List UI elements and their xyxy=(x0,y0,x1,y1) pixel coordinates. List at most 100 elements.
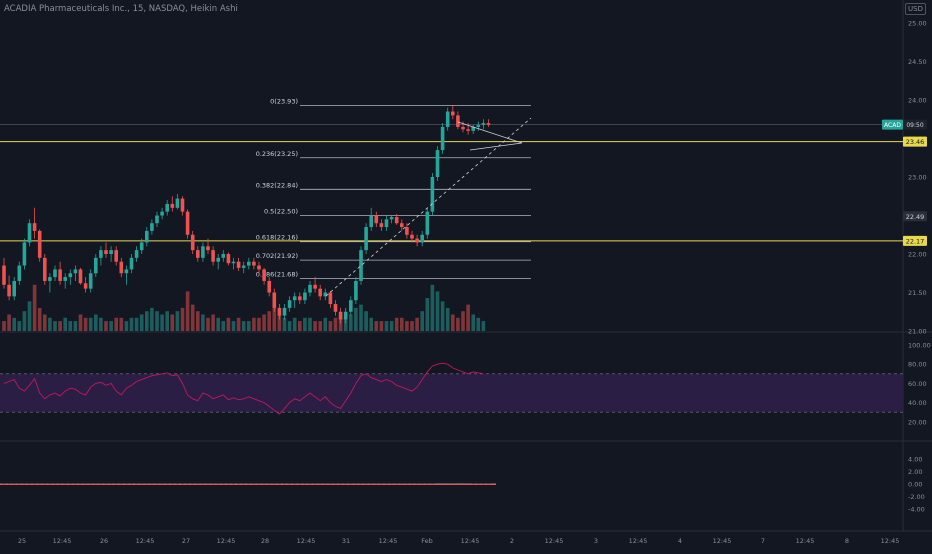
candle-body xyxy=(282,307,287,316)
candle-body xyxy=(461,126,465,130)
candle-body xyxy=(196,250,200,258)
macd-histogram-bar xyxy=(288,483,292,485)
fibonacci-retracement[interactable]: 0(23.93) 0.236(23.25) 0.382(22.84) 0.5(22.5… xyxy=(256,97,531,280)
candle-body xyxy=(466,129,470,131)
volume-bar xyxy=(303,317,307,331)
volume-bar xyxy=(277,314,282,331)
volume-bar xyxy=(287,321,292,331)
time-tick-label: 28 xyxy=(261,537,269,545)
candle-body xyxy=(150,223,154,231)
macd-histogram-bar xyxy=(53,483,57,485)
volume-bar xyxy=(175,311,180,331)
macd-histogram-bar xyxy=(262,483,266,485)
volume-bar xyxy=(359,304,363,331)
candle-body xyxy=(104,250,108,254)
price-tick-label: 23.00 xyxy=(908,174,927,182)
volume-bar xyxy=(267,311,271,331)
trend-drawings[interactable] xyxy=(325,117,532,297)
time-tick-label: 12:45 xyxy=(136,537,155,545)
macd-histogram-bar xyxy=(277,483,281,485)
macd-histogram-bar xyxy=(63,483,67,485)
macd-histogram-bar xyxy=(201,483,205,485)
time-axis[interactable]: 25 12:45 26 12:45 27 12:45 28 12:45 31 12:45 Feb 12… xyxy=(18,537,900,545)
candle-body xyxy=(7,284,11,297)
macd-histogram-bar xyxy=(410,483,414,485)
macd-histogram-bar xyxy=(318,483,322,485)
level-price-badge xyxy=(903,136,927,147)
volume-bar xyxy=(252,317,256,331)
volume-bar xyxy=(63,317,67,331)
time-tick-label: 12:45 xyxy=(461,537,480,545)
macd-histogram-bar xyxy=(2,483,6,485)
fib-level-label: 0.786(21.68) xyxy=(256,271,298,279)
volume-bar xyxy=(150,307,154,331)
volume-bar xyxy=(53,321,57,331)
time-tick-label: Feb xyxy=(421,537,433,545)
level-price-badge-text: 22.17 xyxy=(906,237,925,245)
candle-body xyxy=(389,217,394,220)
volume-bar xyxy=(445,307,450,331)
candles xyxy=(2,105,491,324)
horizontal-levels[interactable] xyxy=(0,124,903,242)
price-tick-label: 22.00 xyxy=(908,251,927,259)
currency-label[interactable]: USD xyxy=(905,3,926,15)
volume-bar xyxy=(318,321,322,331)
price-axis[interactable]: 25.5025.0024.5024.0023.5023.0022.5022.00… xyxy=(908,0,927,336)
macd-histogram-bar xyxy=(68,483,72,485)
macd-histogram-bar xyxy=(395,483,399,485)
macd-histogram-bar xyxy=(476,483,480,485)
volume-bar xyxy=(354,307,358,331)
volume-bar xyxy=(389,321,394,331)
candle-body xyxy=(435,150,440,177)
candle-body xyxy=(236,261,241,268)
macd-histogram-bar xyxy=(7,483,11,485)
volume-bar xyxy=(83,317,88,331)
candle-body xyxy=(292,296,297,301)
macd-histogram-bar xyxy=(344,483,348,485)
candle-body xyxy=(369,215,373,228)
candle-body xyxy=(481,123,486,125)
volume-bar xyxy=(257,317,261,331)
candle-body xyxy=(287,300,292,308)
volume-bar xyxy=(221,321,226,331)
volume-bar xyxy=(415,317,419,331)
fib-level-label: 0.618(22.16) xyxy=(256,234,298,242)
macd-histogram-bar xyxy=(390,483,394,485)
time-tick-label: 12:45 xyxy=(629,537,648,545)
candle-body xyxy=(333,304,338,312)
macd-histogram-bar xyxy=(114,483,118,485)
volume-bar xyxy=(94,314,98,331)
volume-bar xyxy=(343,317,348,331)
macd-histogram-bar xyxy=(339,483,343,485)
candle-body xyxy=(63,277,67,281)
candle-body xyxy=(114,250,118,262)
candle-body xyxy=(32,223,37,231)
candle-body xyxy=(415,238,419,243)
price-tick-label: 24.50 xyxy=(908,58,927,66)
macd-histogram-bar xyxy=(303,483,307,485)
candle-body xyxy=(73,269,78,274)
candle-body xyxy=(354,280,358,301)
candle-body xyxy=(78,269,83,284)
symbol-title: ACADIA Pharmaceuticals Inc., 15, NASDAQ,… xyxy=(4,4,238,14)
volume-bar xyxy=(471,314,475,331)
macd-histogram-bar xyxy=(155,483,159,485)
macd-histogram-bar xyxy=(38,483,42,485)
volume-bar xyxy=(420,311,424,331)
macd-histogram-bar xyxy=(150,483,154,485)
volume-bar xyxy=(476,317,481,331)
candle-body xyxy=(298,296,302,301)
macd-histogram-bar xyxy=(22,483,26,485)
volume-bar xyxy=(2,321,6,331)
volume-bar xyxy=(180,307,185,331)
candle-body xyxy=(119,261,124,274)
candle-body xyxy=(257,265,261,270)
countdown-badge xyxy=(903,119,927,130)
volume-bar xyxy=(313,321,317,331)
candle-body xyxy=(277,307,282,316)
candle-body xyxy=(43,257,47,281)
candle-body xyxy=(109,250,113,254)
volume-bar xyxy=(37,307,42,331)
macd-tick-label: 2.00 xyxy=(908,468,922,476)
